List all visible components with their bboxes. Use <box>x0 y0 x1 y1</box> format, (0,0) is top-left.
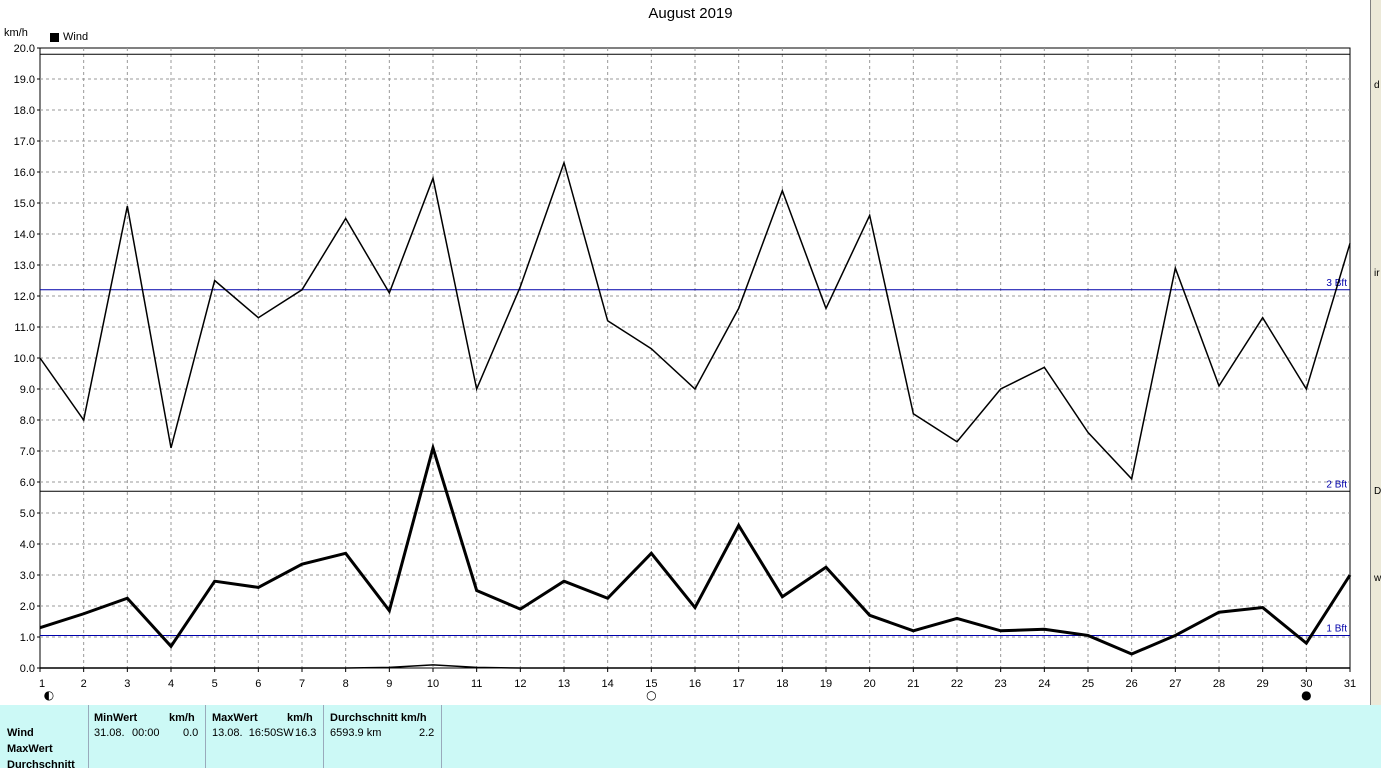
max-header: MaxWert <box>212 712 258 724</box>
y-tick-label: 9.0 <box>20 384 35 396</box>
y-tick-label: 2.0 <box>20 601 35 613</box>
x-tick-label: 8 <box>343 678 349 690</box>
stats-row-max: MaxWert <box>7 743 53 755</box>
stats-row-wind: Wind <box>7 727 34 739</box>
side-frame: d ir D w <box>1370 0 1381 705</box>
side-frame-char: D <box>1374 486 1381 497</box>
x-tick-label: 6 <box>255 678 261 690</box>
y-tick-label: 7.0 <box>20 446 35 458</box>
moon-phase-icon: ◐ <box>44 688 54 702</box>
min-value: 0.0 <box>183 727 199 739</box>
y-tick-label: 17.0 <box>14 136 35 148</box>
series-line <box>39 160 1351 481</box>
stats-panel: Wind MaxWert Durchschnitt MinWert km/h 3… <box>0 705 1381 771</box>
side-frame-char: ir <box>1374 268 1380 279</box>
x-tick-label: 20 <box>864 678 876 690</box>
y-tick-label: 1.0 <box>20 632 35 644</box>
x-tick-label: 26 <box>1126 678 1138 690</box>
x-tick-label: 29 <box>1257 678 1269 690</box>
max-unit: km/h <box>287 712 313 724</box>
side-frame-char: d <box>1374 80 1380 91</box>
max-value: 16.3 <box>295 727 317 739</box>
x-tick-label: 7 <box>299 678 305 690</box>
y-axis-unit: km/h <box>4 27 28 39</box>
y-tick-label: 19.0 <box>14 74 35 86</box>
avg-header: Durchschnitt km/h <box>330 712 427 724</box>
legend-swatch <box>50 32 59 42</box>
y-tick-label: 8.0 <box>20 415 35 427</box>
y-tick-label: 4.0 <box>20 539 35 551</box>
x-tick-label: 3 <box>124 678 130 690</box>
min-date: 31.08. <box>94 727 125 739</box>
chart-title: August 2019 <box>648 5 733 22</box>
x-tick-label: 18 <box>776 678 788 690</box>
y-tick-label: 11.0 <box>14 322 35 334</box>
stats-col-avg: Durchschnitt km/h 6593.9 km 2.2 <box>324 705 442 768</box>
legend-label: Wind <box>63 31 89 43</box>
grid <box>39 47 1351 669</box>
x-tick-label: 1 <box>39 678 45 690</box>
x-tick-label: 12 <box>514 678 526 690</box>
reference-line-label: 1 Bft <box>1326 623 1347 634</box>
side-frame-char: w <box>1374 573 1381 584</box>
y-tick-label: 12.0 <box>14 291 35 303</box>
moon-phase-icon: ● <box>1301 688 1311 702</box>
y-tick-label: 14.0 <box>14 229 35 241</box>
stats-col-min: MinWert km/h 31.08. 00:00 0.0 <box>88 705 206 768</box>
y-tick-label: 5.0 <box>20 508 35 520</box>
reference-line-label: 2 Bft <box>1326 479 1347 490</box>
max-direction: SW <box>276 727 294 739</box>
x-tick-label: 23 <box>995 678 1007 690</box>
x-tick-label: 31 <box>1344 678 1356 690</box>
x-tick-label: 22 <box>951 678 963 690</box>
y-tick-label: 10.0 <box>14 353 35 365</box>
series-line <box>39 442 1352 656</box>
y-tick-label: 6.0 <box>20 477 35 489</box>
min-time: 00:00 <box>132 727 160 739</box>
x-tick-label: 10 <box>427 678 439 690</box>
min-header: MinWert <box>94 712 138 724</box>
y-tick-label: 20.0 <box>14 43 35 55</box>
x-tick-label: 13 <box>558 678 570 690</box>
x-tick-label: 17 <box>733 678 745 690</box>
reference-lines: 3 Bft 2 Bft 1 Bft <box>40 53 1350 636</box>
avg-value: 2.2 <box>419 727 435 739</box>
y-tick-label: 0.0 <box>20 663 35 675</box>
moon-phase-icon: ○ <box>646 688 656 702</box>
x-tick-label: 28 <box>1213 678 1225 690</box>
x-tick-label: 16 <box>689 678 701 690</box>
legend: Wind <box>50 31 88 43</box>
avg-distance: 6593.9 km <box>330 727 382 739</box>
stats-col-max: MaxWert km/h 13.08. 16:50 SW 16.3 <box>206 705 324 768</box>
x-tick-label: 19 <box>820 678 832 690</box>
stats-col-labels <box>0 705 89 768</box>
x-tick-label: 15 <box>645 678 657 690</box>
x-tick-label: 9 <box>386 678 392 690</box>
y-tick-label: 3.0 <box>20 570 35 582</box>
axes: 0.01.02.03.04.05.06.07.08.09.010.011.012… <box>14 43 1357 702</box>
x-tick-label: 24 <box>1038 678 1050 690</box>
x-tick-label: 11 <box>471 678 482 690</box>
max-datetime: 13.08. 16:50 <box>212 727 277 739</box>
x-tick-label: 27 <box>1169 678 1181 690</box>
x-tick-label: 14 <box>602 678 614 690</box>
min-unit: km/h <box>169 712 195 724</box>
x-tick-label: 25 <box>1082 678 1094 690</box>
y-tick-label: 13.0 <box>14 260 35 272</box>
x-tick-label: 30 <box>1300 678 1312 690</box>
reference-line-label: 3 Bft <box>1326 278 1347 289</box>
x-tick-label: 5 <box>212 678 218 690</box>
x-tick-label: 2 <box>81 678 87 690</box>
y-tick-label: 18.0 <box>14 105 35 117</box>
y-tick-label: 15.0 <box>14 198 35 210</box>
x-tick-label: 21 <box>907 678 919 690</box>
y-tick-label: 16.0 <box>14 167 35 179</box>
x-tick-label: 4 <box>168 678 174 690</box>
